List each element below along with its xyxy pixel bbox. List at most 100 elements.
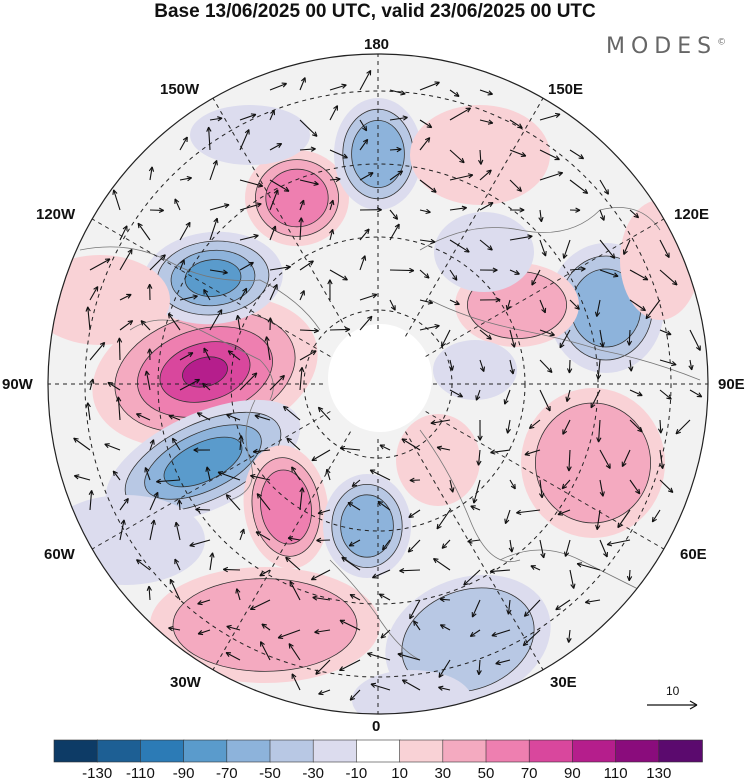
wind-vector bbox=[239, 287, 248, 301]
wind-vector bbox=[599, 329, 605, 348]
wind-vector bbox=[659, 239, 670, 259]
wind-vector bbox=[490, 449, 511, 455]
wind-vector bbox=[441, 329, 451, 348]
wind-vector bbox=[359, 207, 382, 213]
wind-vector bbox=[119, 320, 134, 331]
colorbar-swatch bbox=[269, 739, 315, 763]
wind-vector bbox=[651, 509, 661, 523]
wind-vector bbox=[148, 166, 155, 181]
lon-label-120w: 120W bbox=[36, 206, 76, 223]
wind-vector bbox=[629, 299, 646, 312]
wind-vector bbox=[472, 479, 481, 504]
wind-vector bbox=[349, 593, 361, 601]
wind-vector bbox=[239, 261, 254, 271]
wind-vector bbox=[659, 329, 672, 336]
wind-vector bbox=[478, 149, 484, 165]
wind-vector bbox=[509, 329, 517, 348]
wind-vector bbox=[476, 449, 482, 466]
anomaly-contour bbox=[265, 168, 329, 228]
wind-vector bbox=[438, 659, 451, 678]
wind-vector bbox=[89, 286, 99, 301]
reference-arrow bbox=[647, 700, 698, 710]
wind-vector bbox=[282, 405, 301, 421]
wind-vector bbox=[562, 239, 571, 259]
wind-vector bbox=[239, 233, 259, 241]
wind-vector bbox=[189, 539, 211, 548]
wind-vector bbox=[449, 205, 467, 211]
map-border bbox=[47, 53, 709, 715]
wind-vector bbox=[359, 172, 374, 181]
wind-vector bbox=[359, 315, 373, 331]
wind-vector bbox=[329, 269, 348, 281]
wind-vector bbox=[209, 269, 228, 275]
lon-label-30e: 30E bbox=[550, 674, 577, 691]
wind-vector bbox=[349, 689, 361, 701]
wind-vector bbox=[379, 444, 391, 451]
wind-vector bbox=[351, 479, 361, 488]
wind-vector bbox=[569, 149, 585, 160]
wind-vector bbox=[359, 293, 378, 301]
wind-vector bbox=[439, 624, 451, 631]
wind-vector bbox=[377, 500, 391, 511]
wind-vector bbox=[238, 435, 244, 451]
wind-vector bbox=[149, 519, 156, 541]
wind-vector bbox=[419, 208, 431, 215]
wind-vector bbox=[419, 81, 440, 91]
wind-vector bbox=[566, 359, 573, 374]
wind-vector bbox=[523, 599, 541, 617]
wind-vector bbox=[539, 329, 555, 337]
wind-vector bbox=[225, 652, 241, 661]
colorbar-tick-label: -90 bbox=[172, 765, 195, 782]
wind-vector bbox=[176, 499, 183, 511]
wind-vector bbox=[449, 269, 458, 281]
wind-vector bbox=[659, 359, 677, 367]
wind-vector bbox=[436, 509, 451, 530]
wind-vector bbox=[299, 350, 317, 361]
wind-vector bbox=[288, 643, 301, 661]
wind-vector bbox=[217, 471, 241, 481]
wind-vector bbox=[557, 509, 571, 516]
wind-vector bbox=[205, 466, 211, 481]
lon-label-60w: 60W bbox=[44, 546, 75, 563]
wind-vector bbox=[389, 89, 406, 96]
wind-vector bbox=[329, 105, 339, 121]
wind-vector bbox=[389, 115, 408, 121]
wind-vector bbox=[595, 509, 601, 530]
colorbar-tick-label: 90 bbox=[564, 765, 581, 782]
wind-vector bbox=[448, 359, 455, 371]
wind-vector bbox=[196, 412, 211, 421]
wind-vector bbox=[144, 370, 151, 391]
wind-vector bbox=[555, 599, 571, 611]
wind-vector bbox=[491, 629, 511, 637]
meridian-line bbox=[425, 218, 665, 357]
colorbar-swatch bbox=[183, 739, 228, 763]
wind-vector bbox=[569, 179, 589, 194]
anomaly-contour bbox=[190, 105, 310, 165]
wind-vector bbox=[449, 299, 460, 306]
wind-vector bbox=[439, 596, 451, 603]
wind-vector bbox=[291, 673, 301, 691]
latitude-circle bbox=[157, 163, 599, 605]
wind-vector bbox=[255, 531, 271, 541]
wind-vector bbox=[136, 559, 151, 571]
wind-vector bbox=[539, 539, 546, 559]
wind-vector bbox=[312, 595, 331, 601]
wind-vector bbox=[203, 347, 211, 361]
wind-vector bbox=[260, 641, 271, 661]
wind-vector bbox=[179, 136, 188, 151]
wind-vector bbox=[659, 449, 665, 469]
wind-vector bbox=[509, 359, 515, 375]
wind-vector bbox=[112, 470, 121, 481]
wind-vector bbox=[689, 389, 703, 398]
anomaly-contour bbox=[182, 356, 228, 388]
wind-vector bbox=[222, 566, 241, 573]
wind-vector bbox=[299, 367, 305, 391]
wind-vector bbox=[149, 439, 155, 451]
wind-vector bbox=[401, 438, 421, 451]
anomaly-contour bbox=[401, 587, 535, 693]
wind-vector bbox=[112, 189, 121, 211]
wind-vector bbox=[291, 466, 301, 481]
wind-vector bbox=[503, 389, 511, 405]
wind-vector bbox=[209, 116, 223, 122]
